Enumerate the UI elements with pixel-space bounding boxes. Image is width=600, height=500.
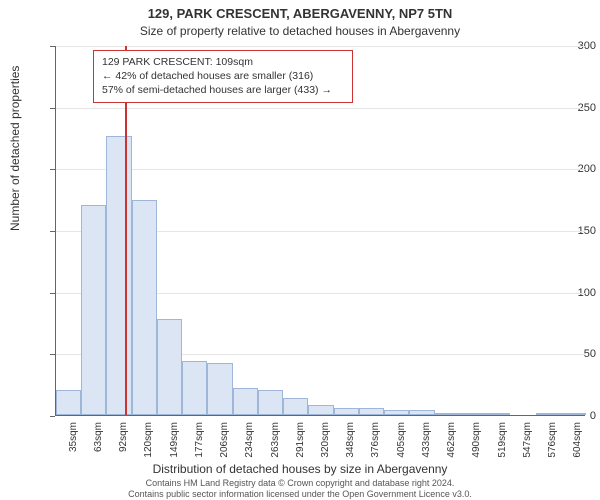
x-tick-label: 547sqm bbox=[522, 422, 533, 462]
bar bbox=[359, 408, 384, 415]
bar bbox=[81, 205, 106, 415]
x-tick-label: 234sqm bbox=[244, 422, 255, 462]
bar bbox=[258, 390, 283, 415]
bar bbox=[409, 410, 434, 415]
x-tick-label: 462sqm bbox=[446, 422, 457, 462]
x-tick-label: 576sqm bbox=[547, 422, 558, 462]
bar bbox=[435, 413, 460, 415]
x-tick-label: 519sqm bbox=[497, 422, 508, 462]
x-tick-label: 348sqm bbox=[345, 422, 356, 462]
x-tick-label: 35sqm bbox=[68, 422, 79, 462]
bar bbox=[207, 363, 232, 415]
x-tick-label: 206sqm bbox=[219, 422, 230, 462]
bar bbox=[334, 408, 359, 415]
gridline bbox=[56, 169, 585, 170]
annotation-line-2: ← 42% of detached houses are smaller (31… bbox=[102, 69, 344, 83]
bar bbox=[157, 319, 182, 415]
gridline bbox=[56, 46, 585, 47]
annotation-line-3: 57% of semi-detached houses are larger (… bbox=[102, 83, 344, 97]
x-tick-label: 177sqm bbox=[194, 422, 205, 462]
bar bbox=[283, 398, 308, 415]
x-tick-label: 120sqm bbox=[143, 422, 154, 462]
credits-line-2: Contains public sector information licen… bbox=[128, 489, 472, 499]
bar bbox=[460, 413, 485, 415]
gridline bbox=[56, 108, 585, 109]
bar bbox=[308, 405, 333, 415]
x-tick-label: 490sqm bbox=[471, 422, 482, 462]
x-tick-label: 320sqm bbox=[320, 422, 331, 462]
x-tick-label: 376sqm bbox=[370, 422, 381, 462]
x-tick-label: 405sqm bbox=[396, 422, 407, 462]
x-tick-label: 604sqm bbox=[572, 422, 583, 462]
x-tick-label: 433sqm bbox=[421, 422, 432, 462]
bar bbox=[182, 361, 207, 415]
x-axis-label: Distribution of detached houses by size … bbox=[0, 462, 600, 476]
bar bbox=[132, 200, 157, 415]
bar bbox=[233, 388, 258, 415]
y-tick-mark bbox=[50, 416, 55, 417]
bar bbox=[536, 413, 561, 415]
bar bbox=[384, 410, 409, 415]
bar bbox=[561, 413, 586, 415]
bar bbox=[485, 413, 510, 415]
x-tick-label: 149sqm bbox=[169, 422, 180, 462]
credits: Contains HM Land Registry data © Crown c… bbox=[0, 478, 600, 500]
chart-page: 129, PARK CRESCENT, ABERGAVENNY, NP7 5TN… bbox=[0, 0, 600, 500]
bar bbox=[106, 136, 131, 415]
annotation-line-1: 129 PARK CRESCENT: 109sqm bbox=[102, 55, 344, 69]
x-tick-label: 63sqm bbox=[93, 422, 104, 462]
bar bbox=[56, 390, 81, 415]
chart-title-address: 129, PARK CRESCENT, ABERGAVENNY, NP7 5TN bbox=[0, 6, 600, 21]
y-axis-label: Number of detached properties bbox=[8, 66, 22, 231]
annotation-box: 129 PARK CRESCENT: 109sqm ← 42% of detac… bbox=[93, 50, 353, 103]
chart-title-subtitle: Size of property relative to detached ho… bbox=[0, 24, 600, 38]
x-tick-label: 263sqm bbox=[270, 422, 281, 462]
x-tick-label: 291sqm bbox=[295, 422, 306, 462]
x-tick-label: 92sqm bbox=[118, 422, 129, 462]
credits-line-1: Contains HM Land Registry data © Crown c… bbox=[146, 478, 455, 488]
